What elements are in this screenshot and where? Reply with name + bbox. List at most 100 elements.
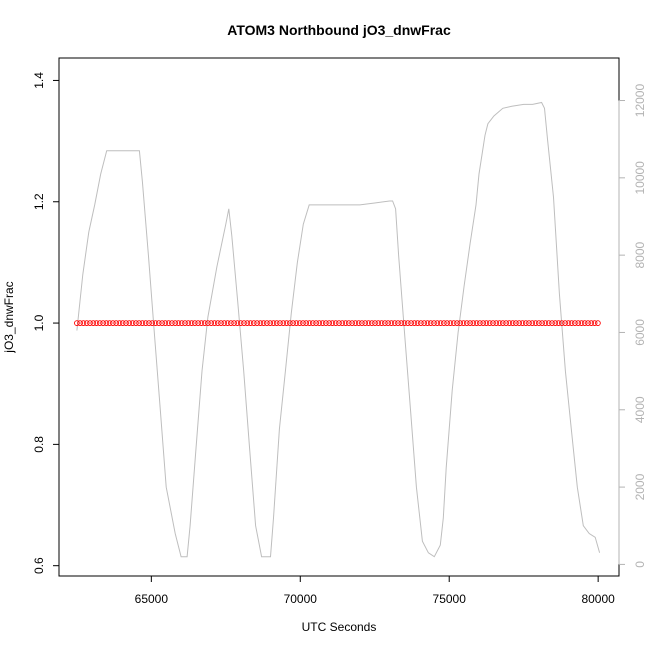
data-point [316, 320, 323, 326]
data-point [133, 320, 139, 326]
data-point [182, 320, 188, 326]
data-point [323, 320, 329, 326]
data-point [408, 320, 414, 326]
y2-tick-label: 6000 [633, 319, 647, 346]
data-point [460, 320, 467, 326]
data-point [155, 320, 162, 326]
data-point [332, 320, 339, 326]
data-point [473, 320, 480, 326]
data-point [414, 320, 421, 326]
y-tick-label: 0.6 [32, 557, 46, 574]
data-point [300, 320, 306, 326]
data-point [418, 320, 424, 326]
data-point [277, 320, 283, 326]
data-point [549, 320, 555, 326]
ratio-points-series [74, 320, 601, 326]
data-point [421, 320, 428, 326]
data-point [146, 320, 152, 326]
data-point [198, 320, 205, 326]
data-point [470, 320, 477, 326]
data-point [280, 320, 287, 326]
data-point [339, 320, 346, 326]
data-point [250, 320, 257, 326]
data-point [526, 320, 532, 326]
x-tick-label: 70000 [284, 592, 318, 606]
data-point [74, 320, 80, 326]
data-point [244, 320, 251, 326]
data-point [100, 320, 106, 326]
data-point [224, 320, 231, 326]
data-point [434, 320, 441, 326]
data-point [365, 320, 372, 326]
y2-axis: 0 2000 4000 6000 8000 10000 12000 [618, 84, 647, 568]
data-point [499, 320, 506, 326]
data-point [519, 320, 526, 326]
data-point [211, 320, 218, 326]
data-point [395, 320, 401, 326]
data-point [477, 320, 483, 326]
y2-tick-label: 12000 [633, 84, 647, 118]
data-point [185, 320, 192, 326]
data-point [447, 320, 454, 326]
data-point [159, 320, 165, 326]
y2-tick-label: 8000 [633, 241, 647, 268]
y-tick-label: 1.0 [32, 314, 46, 331]
data-point [139, 320, 146, 326]
data-point [575, 320, 582, 326]
data-point [126, 320, 133, 326]
data-point [287, 320, 293, 326]
x-tick-label: 65000 [135, 592, 169, 606]
x-tick-label: 80000 [581, 592, 615, 606]
data-point [378, 320, 385, 326]
data-point [152, 320, 159, 326]
data-point [450, 320, 457, 326]
data-point [178, 320, 185, 326]
x-tick-label: 75000 [433, 592, 467, 606]
data-point [568, 320, 575, 326]
data-point [555, 320, 562, 326]
data-point [539, 320, 545, 326]
data-point [149, 320, 156, 326]
data-point [352, 320, 359, 326]
data-point [136, 320, 142, 326]
data-point [257, 320, 264, 326]
data-point [342, 320, 349, 326]
data-point [214, 320, 221, 326]
data-point [431, 320, 437, 326]
data-point [345, 320, 352, 326]
data-point [496, 320, 503, 326]
data-point [558, 320, 565, 326]
data-point [326, 320, 333, 326]
data-point [267, 320, 274, 326]
data-point [516, 320, 523, 326]
data-point [188, 320, 195, 326]
data-point [169, 320, 175, 326]
data-point [231, 320, 237, 326]
data-point [116, 320, 123, 326]
x-axis: 65000 70000 75000 80000 [135, 575, 615, 606]
data-point [165, 320, 172, 326]
data-point [142, 320, 149, 326]
data-point [562, 320, 568, 326]
data-point [585, 320, 591, 326]
data-point [565, 320, 572, 326]
data-point [388, 320, 395, 326]
data-point [93, 320, 100, 326]
data-point [96, 320, 103, 326]
data-point [522, 320, 529, 326]
data-point [486, 320, 493, 326]
data-point [532, 320, 539, 326]
data-point [296, 320, 303, 326]
data-point [437, 320, 444, 326]
data-point [463, 320, 470, 326]
data-point [444, 320, 450, 326]
y-axis: 0.6 0.8 1.0 1.2 1.4 [32, 72, 60, 574]
data-point [336, 320, 342, 326]
y-axis-title: jO3_dnwFrac [2, 281, 16, 353]
data-point [237, 320, 244, 326]
data-point [588, 320, 595, 326]
y2-tick-label: 4000 [633, 396, 647, 423]
data-point [110, 320, 116, 326]
data-point [362, 320, 369, 326]
